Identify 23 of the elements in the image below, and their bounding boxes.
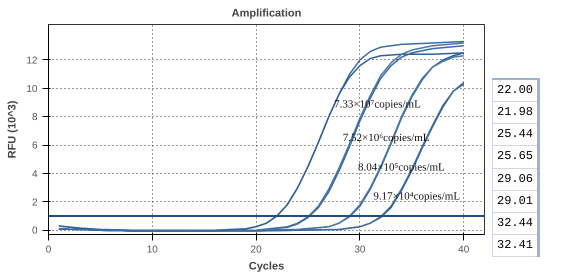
text: 21.98 (492, 102, 539, 124)
text: 29.06 (492, 168, 539, 190)
text: 32.44 (492, 212, 539, 234)
text: 25.44 (492, 124, 539, 146)
x-tick-label: 30 (354, 244, 366, 256)
x-tick-label: 0 (46, 244, 52, 256)
y-tick-label: 10 (26, 84, 38, 95)
y-tick-label: 4 (32, 168, 38, 180)
y-tick-label: 6 (32, 140, 38, 152)
y-tick-label: 8 (32, 112, 38, 124)
text: 32.41 (492, 234, 539, 257)
y-tick-label: 12 (26, 55, 38, 66)
x-tick-label: 20 (250, 244, 262, 256)
y-tick-label: 2 (32, 197, 38, 208)
x-tick-label: 40 (458, 244, 470, 256)
chart-title: Amplification (232, 8, 302, 20)
text: 29.01 (492, 190, 539, 212)
x-tick-label: 10 (146, 244, 158, 256)
text: 25.65 (492, 146, 539, 168)
x-axis-title: Cycles (248, 260, 284, 272)
text: 22.00 (492, 79, 539, 102)
y-tick-label: 0 (32, 226, 38, 237)
y-axis-title: RFU (10^3) (6, 100, 18, 158)
